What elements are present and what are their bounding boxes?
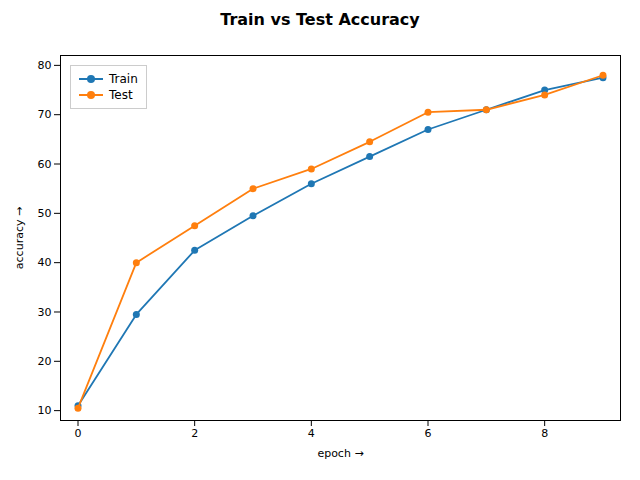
svg-text:70: 70: [38, 108, 52, 121]
svg-text:epoch →: epoch →: [317, 447, 363, 460]
html-text:Train: Train: [109, 72, 138, 86]
svg-text:4: 4: [308, 427, 315, 440]
svg-text:30: 30: [38, 306, 52, 319]
svg-text:40: 40: [38, 256, 52, 269]
svg-text:60: 60: [38, 158, 52, 171]
svg-text:50: 50: [38, 207, 52, 220]
html-text:Test: Test: [109, 88, 133, 102]
svg-text:6: 6: [425, 427, 432, 440]
svg-text:80: 80: [38, 59, 52, 72]
svg-text:20: 20: [38, 355, 52, 368]
svg-text:10: 10: [38, 404, 52, 417]
svg-text:2: 2: [191, 427, 198, 440]
svg-text:0: 0: [75, 427, 82, 440]
svg-text:8: 8: [541, 427, 548, 440]
html-text:Train vs Test Accuracy: Train vs Test Accuracy: [220, 10, 420, 29]
svg-text:accuracy →: accuracy →: [13, 207, 26, 269]
